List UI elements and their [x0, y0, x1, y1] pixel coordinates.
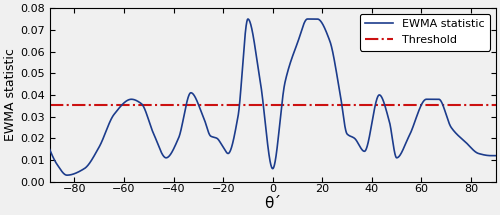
Legend: EWMA statistic, Threshold: EWMA statistic, Threshold [360, 14, 490, 51]
EWMA statistic [128, 98, 134, 101]
EWMA statistic [64, 174, 70, 177]
EWMA statistic [380, 98, 386, 101]
EWMA statistic [337, 91, 343, 94]
EWMA statistic [314, 18, 320, 20]
EWMA statistic [304, 18, 310, 20]
Threshold [272, 103, 278, 106]
X-axis label: θ´: θ´ [264, 196, 281, 211]
EWMA statistic [414, 115, 420, 118]
EWMA statistic [217, 141, 223, 144]
EWMA statistic [46, 148, 52, 150]
EWMA statistic [493, 154, 499, 157]
Threshold [270, 103, 276, 106]
Y-axis label: EWMA statistic: EWMA statistic [4, 48, 17, 141]
Line: EWMA statistic: EWMA statistic [50, 19, 496, 175]
